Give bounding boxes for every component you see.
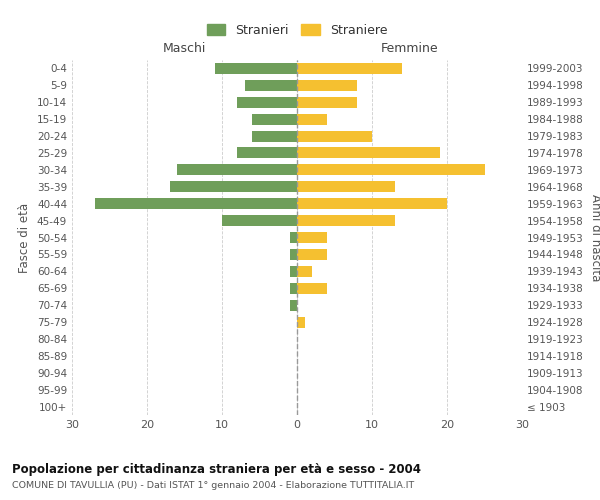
Text: Femmine: Femmine (380, 42, 439, 55)
Legend: Stranieri, Straniere: Stranieri, Straniere (206, 24, 388, 36)
Y-axis label: Anni di nascita: Anni di nascita (589, 194, 600, 281)
Bar (290, 249, 297, 260)
Bar (290, 266, 297, 277)
Bar (297, 198, 447, 209)
Bar (297, 164, 485, 175)
Bar (297, 130, 372, 141)
Text: Popolazione per cittadinanza straniera per età e sesso - 2004: Popolazione per cittadinanza straniera p… (12, 462, 421, 475)
Bar (245, 80, 297, 91)
Bar (297, 80, 357, 91)
Bar (252, 114, 297, 124)
Bar (297, 63, 402, 74)
Bar (290, 282, 297, 294)
Bar (297, 97, 357, 108)
Bar (222, 215, 297, 226)
Bar (297, 316, 305, 328)
Bar (297, 182, 395, 192)
Bar (297, 215, 395, 226)
Bar (170, 182, 297, 192)
Bar (215, 63, 297, 74)
Bar (297, 232, 327, 243)
Bar (290, 300, 297, 310)
Bar (177, 164, 297, 175)
Bar (297, 148, 439, 158)
Bar (252, 130, 297, 141)
Text: Maschi: Maschi (163, 42, 206, 55)
Bar (237, 148, 297, 158)
Bar (297, 282, 327, 294)
Y-axis label: Fasce di età: Fasce di età (19, 202, 31, 272)
Bar (290, 232, 297, 243)
Bar (297, 114, 327, 124)
Text: COMUNE DI TAVULLIA (PU) - Dati ISTAT 1° gennaio 2004 - Elaborazione TUTTITALIA.I: COMUNE DI TAVULLIA (PU) - Dati ISTAT 1° … (12, 481, 414, 490)
Bar (95, 198, 297, 209)
Bar (237, 97, 297, 108)
Bar (297, 266, 312, 277)
Bar (297, 249, 327, 260)
